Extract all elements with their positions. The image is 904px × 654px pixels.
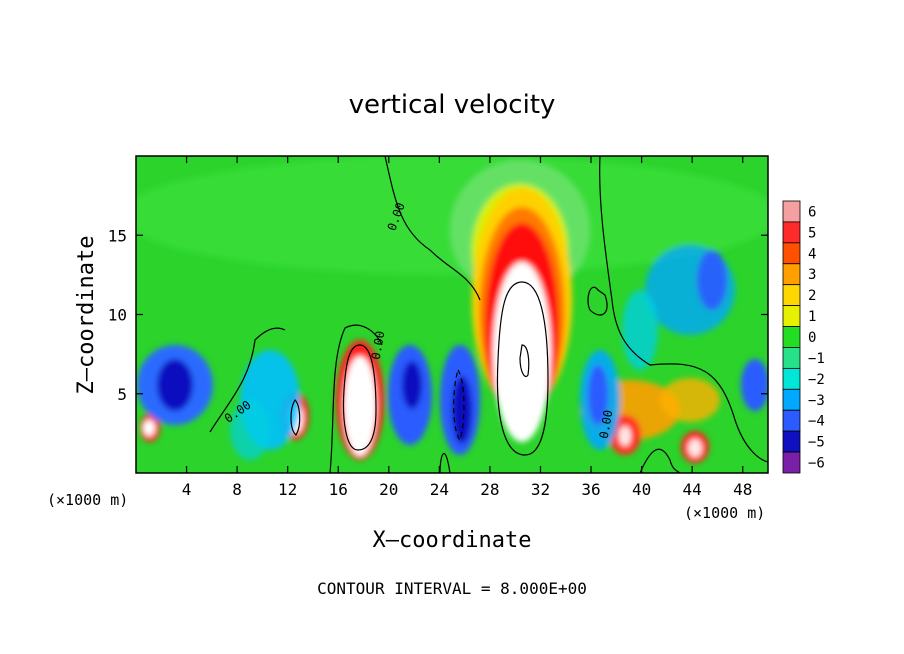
plot-area xyxy=(136,156,768,473)
colorbar-swatch xyxy=(782,430,801,453)
contour-line xyxy=(639,448,681,473)
contour-line xyxy=(329,324,383,473)
y-tick-label: 10 xyxy=(108,306,127,325)
contour-label: 0.00 xyxy=(597,409,616,440)
contour-line xyxy=(384,156,481,301)
x-tick-label: 36 xyxy=(581,480,600,499)
colorbar-swatch xyxy=(782,347,801,369)
colorbar-swatch xyxy=(782,263,801,286)
field-blob xyxy=(697,250,727,310)
x-tick-label: 20 xyxy=(379,480,398,499)
colorbar-label: 5 xyxy=(808,225,816,241)
chart-title: vertical velocity xyxy=(349,90,556,120)
colorbar-label: −6 xyxy=(808,456,825,472)
field-blob xyxy=(493,262,551,442)
contour-line-negative xyxy=(453,368,465,442)
colorbar-label: 4 xyxy=(808,246,816,262)
x-axis-label: X—coordinate xyxy=(373,528,532,553)
contour-line xyxy=(587,286,608,316)
colorbar: 6 5 4 3 2 1 0 −1 −2 −3 −4 −5 −6 xyxy=(782,200,825,474)
colorbar-swatch xyxy=(782,388,801,411)
y-tick-label: 15 xyxy=(108,226,127,245)
colorbar-label: 6 xyxy=(808,204,816,220)
colorbar-swatch xyxy=(782,409,801,432)
contour-label: 0.00 xyxy=(369,330,388,361)
colorbar-swatch xyxy=(782,242,801,265)
x-tick-label: 12 xyxy=(278,480,297,499)
colorbar-label: 3 xyxy=(808,267,816,283)
field-blob xyxy=(344,356,376,456)
colorbar-swatch xyxy=(782,367,801,390)
colorbar-swatch xyxy=(782,451,801,474)
field-blob xyxy=(741,359,768,411)
colorbar-label: −5 xyxy=(808,435,825,451)
colorbar-label: 0 xyxy=(808,330,816,346)
x-unit-left: (×1000 m) xyxy=(47,491,128,509)
x-tick-label: 28 xyxy=(480,480,499,499)
x-tick-label: 44 xyxy=(683,480,702,499)
field-blob xyxy=(402,361,422,409)
field-blob xyxy=(157,359,193,411)
x-tick-label: 4 xyxy=(182,480,192,499)
y-tick-label: 5 xyxy=(117,385,127,404)
x-tick-label: 40 xyxy=(632,480,651,499)
field-blob xyxy=(588,365,608,425)
y-axis-label: Z—coordinate xyxy=(74,236,99,395)
field-blob xyxy=(230,400,270,460)
contour-line xyxy=(496,281,549,456)
colorbar-swatch xyxy=(782,305,801,327)
contour-line xyxy=(519,344,530,378)
x-tick-label: 32 xyxy=(531,480,550,499)
x-unit-right: (×1000 m) xyxy=(684,504,765,522)
colorbar-label: −1 xyxy=(808,351,825,367)
x-tick-label: 8 xyxy=(232,480,242,499)
colorbar-label: −3 xyxy=(808,393,825,409)
colorbar-label: −2 xyxy=(808,372,825,388)
x-tick-label: 16 xyxy=(329,480,348,499)
contour-line xyxy=(439,452,451,473)
contour-line xyxy=(209,327,286,433)
contour-line xyxy=(342,344,377,451)
field-blob xyxy=(660,378,720,422)
colorbar-label: 1 xyxy=(808,309,816,325)
field-blob xyxy=(452,376,472,444)
contour-line xyxy=(290,399,301,436)
colorbar-swatch xyxy=(782,326,801,348)
colorbar-label: 2 xyxy=(808,288,816,304)
x-tick-label: 48 xyxy=(733,480,752,499)
x-tick-label: 24 xyxy=(430,480,449,499)
colorbar-label: −4 xyxy=(808,414,825,430)
field-blob xyxy=(688,439,702,457)
colorbar-swatch xyxy=(782,284,801,307)
contour-interval-note: CONTOUR INTERVAL = 8.000E+00 xyxy=(317,579,587,598)
field-blob xyxy=(143,420,155,436)
field-blob xyxy=(619,426,631,446)
colorbar-swatch xyxy=(782,221,801,244)
colorbar-swatch xyxy=(782,200,801,223)
contour-line xyxy=(599,156,768,463)
